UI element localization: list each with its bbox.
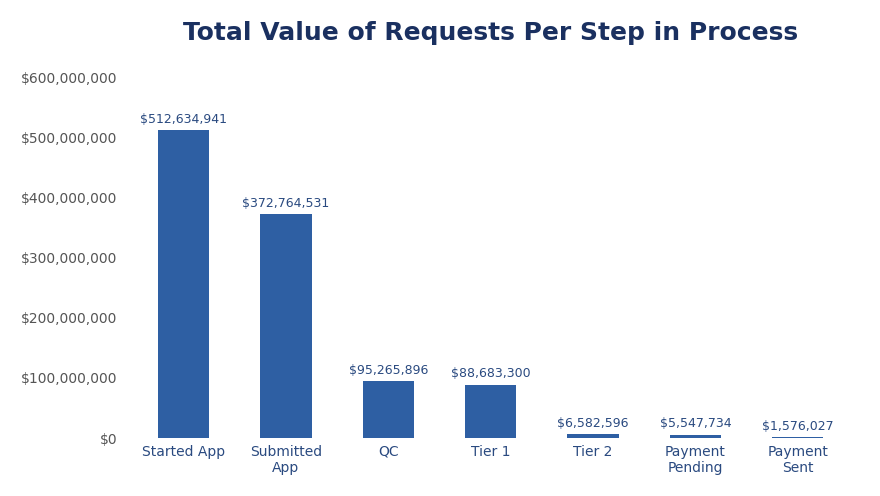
Text: $372,764,531: $372,764,531 bbox=[242, 197, 330, 210]
Text: $1,576,027: $1,576,027 bbox=[762, 420, 833, 433]
Bar bbox=[260, 214, 312, 438]
Bar bbox=[363, 381, 414, 438]
Text: $5,547,734: $5,547,734 bbox=[660, 418, 731, 431]
Text: $6,582,596: $6,582,596 bbox=[557, 417, 629, 430]
Bar bbox=[568, 434, 619, 438]
Bar bbox=[158, 130, 209, 438]
Text: $512,634,941: $512,634,941 bbox=[140, 113, 227, 125]
Bar bbox=[670, 434, 721, 438]
Bar bbox=[466, 385, 517, 438]
Bar bbox=[772, 437, 824, 438]
Text: $88,683,300: $88,683,300 bbox=[451, 368, 531, 380]
Text: $95,265,896: $95,265,896 bbox=[348, 364, 428, 376]
Title: Total Value of Requests Per Step in Process: Total Value of Requests Per Step in Proc… bbox=[183, 21, 798, 45]
